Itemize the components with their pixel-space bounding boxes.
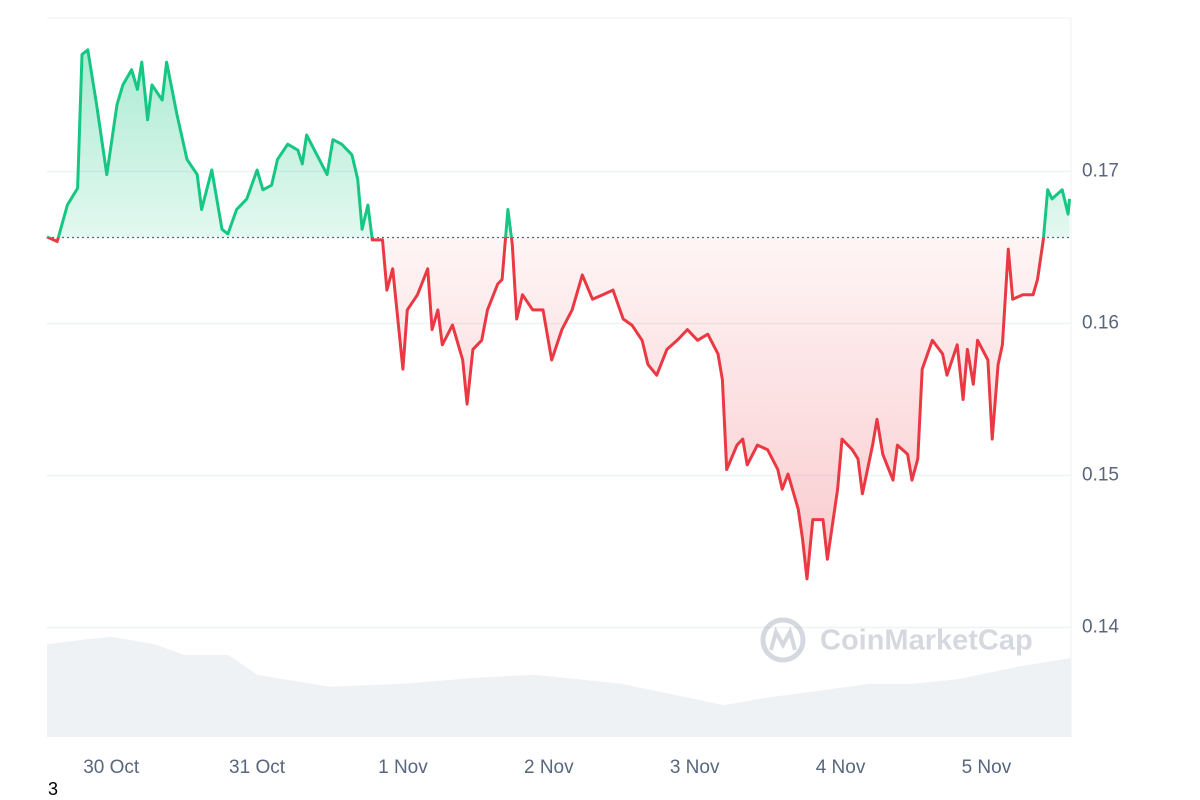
x-tick-label: 4 Nov (816, 757, 866, 778)
y-tick-label: 0.16 (1082, 313, 1119, 334)
x-tick-label: 31 Oct (229, 757, 286, 778)
y-tick-label: 0.17 (1082, 161, 1119, 182)
x-tick-label: 30 Oct (83, 757, 140, 778)
y-tick-label: 0.15 (1082, 465, 1119, 486)
x-tick-label: 1 Nov (378, 757, 428, 778)
watermark-text: CoinMarketCap (820, 625, 1033, 657)
volume-area (47, 636, 1071, 737)
price-area (47, 49, 1070, 579)
watermark: CoinMarketCap (760, 617, 1033, 663)
x-tick-label: 2 Nov (524, 757, 574, 778)
footnote: 3 (48, 779, 58, 799)
x-tick-label: 5 Nov (962, 757, 1012, 778)
price-line (46, 48, 1071, 581)
x-tick-label: 3 Nov (670, 757, 720, 778)
y-tick-label: 0.14 (1082, 617, 1119, 638)
